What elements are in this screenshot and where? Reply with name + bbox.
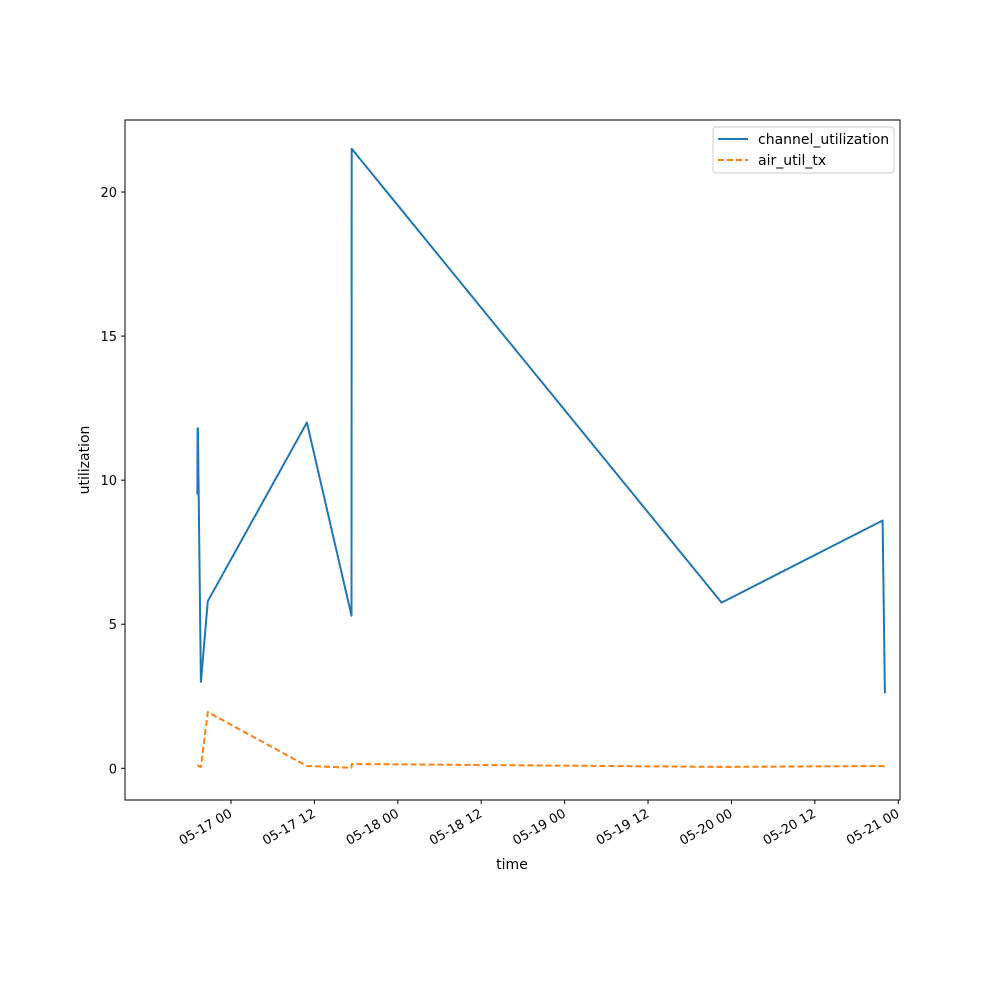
series-line-channel-utilization xyxy=(196,147,886,694)
series-line-air-util-tx xyxy=(197,711,886,769)
legend: channel_utilization air_util_tx xyxy=(712,126,895,174)
y-tick-label: 20 xyxy=(100,186,117,201)
series-layer xyxy=(196,147,886,769)
y-axis-label: utilization xyxy=(77,426,93,495)
x-axis-label: time xyxy=(496,857,528,873)
plot-area xyxy=(125,120,900,800)
y-tick-label: 0 xyxy=(109,762,117,777)
plot-frame xyxy=(124,119,901,801)
legend-label: channel_utilization xyxy=(758,132,889,148)
y-tick-label: 15 xyxy=(100,330,117,345)
legend-box xyxy=(712,126,895,174)
legend-label: air_util_tx xyxy=(758,153,826,169)
y-tick-label: 5 xyxy=(109,618,117,633)
y-tick-label: 10 xyxy=(100,474,117,489)
